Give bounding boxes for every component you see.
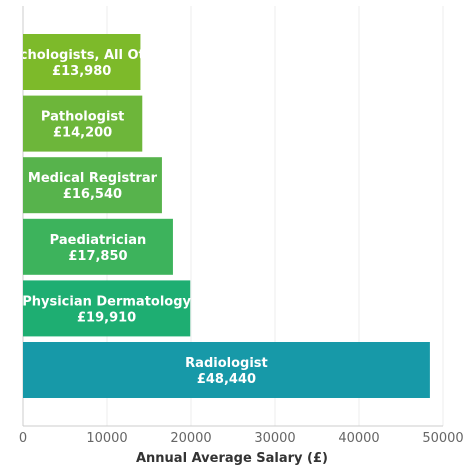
- x-tick-label: 40000: [338, 431, 379, 446]
- x-tick-label: 50000: [422, 431, 463, 446]
- bars: [23, 34, 430, 398]
- x-tick-label: 0: [19, 431, 27, 446]
- bar-category-label: Psychologists, All Other: [0, 48, 170, 63]
- bar-category-label: Medical Registrar: [28, 171, 158, 186]
- x-tick-label: 20000: [170, 431, 211, 446]
- bar-value-label: £17,850: [68, 249, 127, 264]
- bar-value-label: £14,200: [53, 126, 112, 141]
- x-tick-label: 10000: [86, 431, 127, 446]
- x-tick-label: 30000: [254, 431, 295, 446]
- bar-value-label: £19,910: [77, 310, 136, 325]
- x-tick-labels: 0 10000 20000 30000 40000 50000: [19, 431, 464, 446]
- bar-category-label: Paediatrician: [50, 233, 147, 248]
- bar-labels: Psychologists, All Other£13,980 Pathologi…: [0, 48, 268, 387]
- bar-value-label: £16,540: [63, 187, 122, 202]
- bar: [23, 95, 143, 152]
- bar: [23, 34, 141, 90]
- x-axis-title: Annual Average Salary (£): [136, 451, 328, 466]
- bar-category-label: Radiologist: [185, 356, 268, 371]
- bar-value-label: £48,440: [197, 372, 256, 387]
- bar: [23, 157, 162, 214]
- bar-category-label: Pathologist: [41, 110, 124, 125]
- bar-value-label: £13,980: [52, 64, 111, 79]
- bar: [23, 218, 173, 275]
- bar: [23, 342, 430, 398]
- bar-category-label: Physician Dermatology: [22, 294, 191, 309]
- bar: [23, 280, 191, 337]
